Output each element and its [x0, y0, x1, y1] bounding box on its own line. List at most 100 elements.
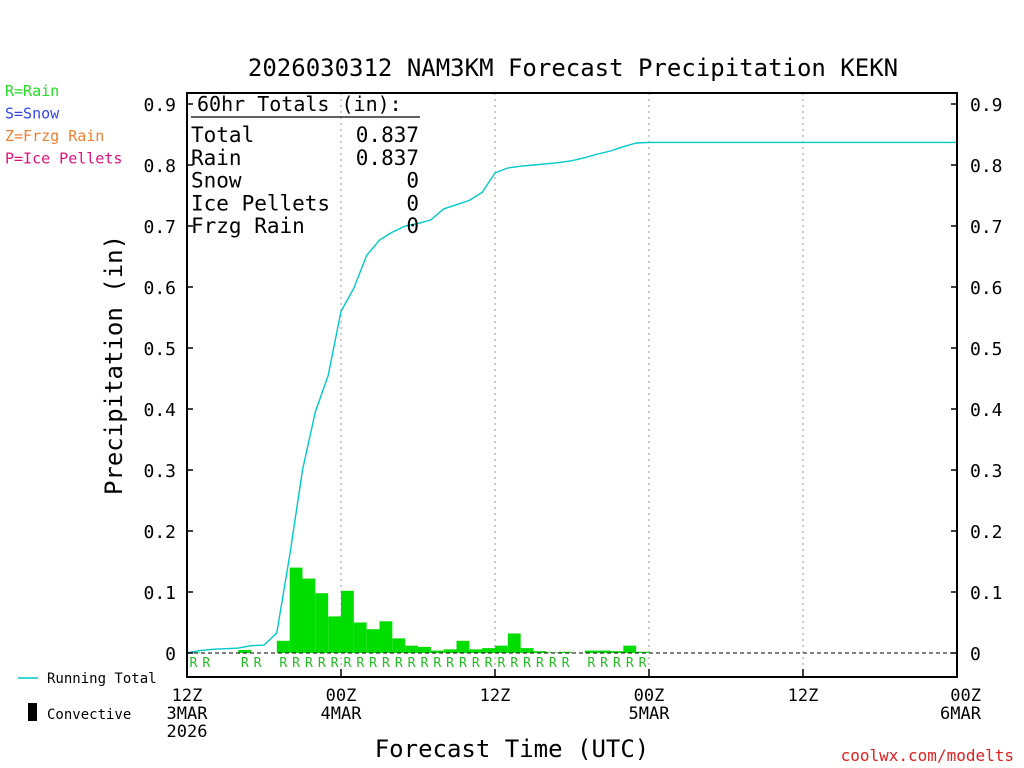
- y-tick-label-left: 0.5: [143, 339, 176, 360]
- precip-type-marker: R: [305, 656, 313, 671]
- y-tick-label-right: 0.2: [970, 522, 1003, 543]
- precip-type-marker: R: [523, 656, 531, 671]
- hourly-precip-bars: [187, 567, 649, 653]
- precip-bar: [520, 648, 534, 653]
- precip-type-marker: R: [536, 656, 544, 671]
- precip-bar: [328, 616, 341, 653]
- precip-bar: [636, 651, 649, 653]
- precip-type-marker: R: [202, 656, 210, 671]
- precip-type-marker: R: [241, 656, 249, 671]
- totals-row-value: 0.837: [356, 146, 419, 170]
- series-legend-item: Running Total: [47, 671, 157, 687]
- precip-type-marker: R: [472, 656, 480, 671]
- precip-bar: [238, 649, 252, 653]
- precip-bar: [289, 567, 303, 653]
- precip-bar: [456, 640, 470, 653]
- precip-type-marker: R: [344, 656, 352, 671]
- precip-bar: [610, 651, 624, 653]
- x-tick-label: 3MAR: [167, 704, 209, 724]
- precip-type-marker: R: [485, 656, 493, 671]
- plot-frame: [186, 92, 958, 678]
- x-tick-label: 6MAR: [940, 704, 982, 724]
- precip-type-marker: R: [369, 656, 377, 671]
- totals-row-label: Frzg Rain: [191, 214, 305, 238]
- precip-bar: [405, 645, 418, 653]
- totals-row-label: Rain: [191, 146, 242, 170]
- x-tick-label: 00Z: [326, 686, 357, 706]
- vertical-gridlines: [340, 93, 804, 677]
- precip-type-marker: R: [459, 656, 467, 671]
- precip-type-marker: R: [190, 656, 198, 671]
- precip-type-marker: R: [382, 656, 390, 671]
- precip-bar: [482, 648, 495, 653]
- running-total-line: [186, 141, 957, 654]
- precip-type-marker: R: [498, 656, 506, 671]
- credit-link[interactable]: coolwx.com/modelts: [841, 746, 1014, 765]
- precip-bar: [443, 649, 457, 653]
- y-tick-label-right: 0.4: [970, 400, 1003, 421]
- precip-type-marker: R: [395, 656, 403, 671]
- y-tick-label-right: 0.1: [970, 583, 1003, 604]
- precip-bar: [315, 593, 329, 653]
- totals-heading: 60hr Totals (in):: [197, 92, 402, 116]
- precip-bar: [597, 650, 611, 653]
- precip-type-marker: R: [331, 656, 339, 671]
- y-tick-label-right: 0.5: [970, 339, 1003, 360]
- x-axis-label: Forecast Time (UTC): [375, 735, 650, 763]
- precip-bar: [584, 650, 598, 653]
- precip-type-marker: R: [510, 656, 518, 671]
- precip-type-marker: R: [421, 656, 429, 671]
- precip-bar: [507, 633, 521, 653]
- precip-bar: [469, 649, 483, 653]
- y-tick-label-left: 0.8: [143, 156, 176, 177]
- precip-type-marker: R: [292, 656, 300, 671]
- y-tick-label-right: 0.7: [970, 217, 1003, 238]
- x-tick-label: 12Z: [480, 686, 511, 706]
- y-tick-label-left: 0.9: [143, 95, 176, 116]
- x-tick-label: 12Z: [788, 686, 819, 706]
- precip-bar: [366, 629, 380, 653]
- precip-bar: [276, 640, 290, 653]
- precip-bar: [353, 622, 367, 653]
- type-legend-item: Z=Frzg Rain: [5, 127, 104, 145]
- y-tick-label-right: 0.8: [970, 156, 1003, 177]
- y-tick-label-right: 0.6: [970, 278, 1003, 299]
- precip-bar: [302, 578, 316, 653]
- precip-type-marker: R: [356, 656, 364, 671]
- x-tick-label: 12Z: [172, 686, 203, 706]
- precip-bar: [533, 651, 547, 653]
- precip-type-marker: R: [587, 656, 595, 671]
- y-tick-label-left: 0.4: [143, 400, 176, 421]
- x-tick-label: 00Z: [950, 686, 981, 706]
- precip-bar: [418, 646, 431, 653]
- series-legend: Running Total Convective: [18, 671, 157, 723]
- precip-bar: [623, 645, 637, 653]
- chart-title: 2026030312 NAM3KM Forecast Precipitation…: [248, 54, 898, 82]
- type-legend-item: P=Ice Pellets: [5, 150, 122, 168]
- precip-bar: [379, 621, 393, 653]
- precip-bar: [341, 590, 354, 653]
- x-tick-label: 5MAR: [629, 704, 671, 724]
- y-tick-label-left: 0.6: [143, 278, 176, 299]
- x-tick-label: 4MAR: [321, 704, 363, 724]
- y-tick-label-right: 0.9: [970, 95, 1003, 116]
- totals-row-value: 0: [406, 214, 419, 238]
- precip-type-marker: R: [433, 656, 441, 671]
- y-tick-label-left: 0.7: [143, 217, 176, 238]
- convective-swatch: [28, 703, 37, 721]
- totals-box: 60hr Totals (in): Total 0.837 Rain 0.837 Sno…: [191, 92, 420, 238]
- y-tick-label-left: 0.2: [143, 522, 176, 543]
- precip-type-marker: R: [613, 656, 621, 671]
- precip-bar: [495, 645, 508, 653]
- precip-type-marker: R: [446, 656, 454, 671]
- precip-type-marker: R: [639, 656, 647, 671]
- totals-row-value: 0: [406, 169, 419, 193]
- totals-row-value: 0: [406, 191, 419, 215]
- y-tick-label-right: 0: [970, 644, 981, 665]
- y-axis-label: Precipitation (in): [100, 235, 128, 495]
- precip-type-marker: R: [408, 656, 416, 671]
- y-tick-label-left: 0: [165, 644, 176, 665]
